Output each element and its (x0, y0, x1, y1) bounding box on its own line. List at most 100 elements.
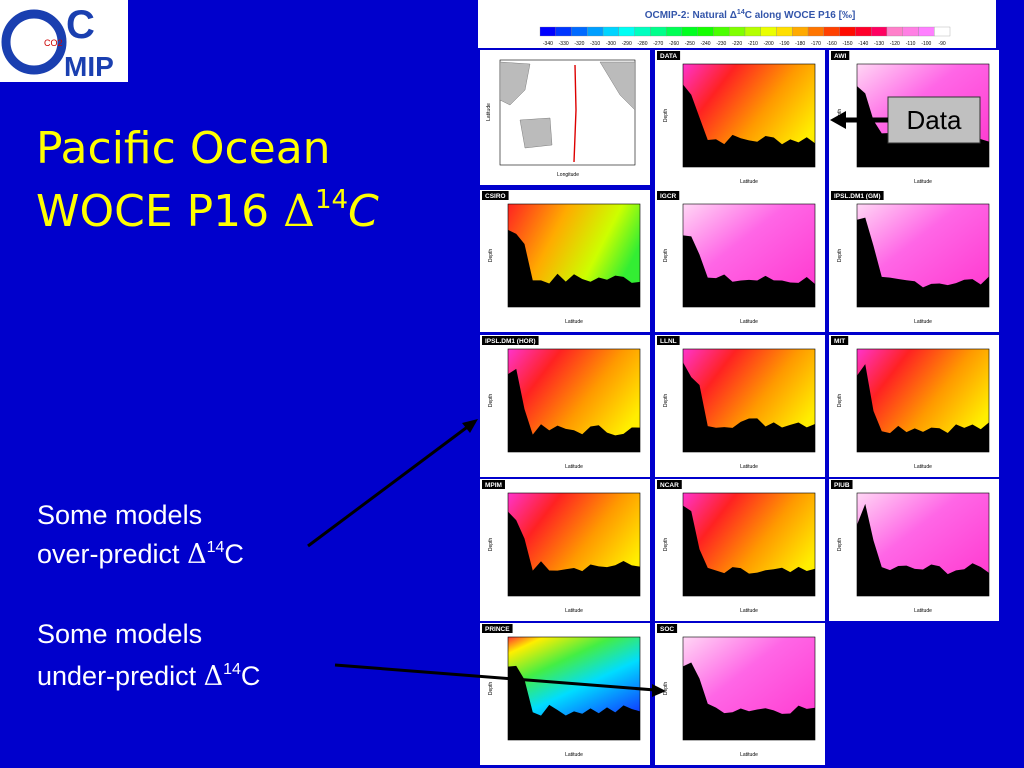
panel-y-label: Depth (663, 682, 669, 696)
note-text: over-predict (37, 539, 187, 569)
note-line2: under-predict Δ14C (37, 661, 260, 692)
panel-y-label: Depth (663, 538, 669, 552)
section-frame (682, 492, 816, 597)
panel-label-bg (657, 336, 680, 345)
colorbar-tick-label: -210 (748, 41, 758, 47)
logo-co2: CO2 (44, 38, 63, 48)
colorbar-tick-label: -330 (559, 41, 569, 47)
bathymetry (857, 86, 989, 167)
colorbar-cell (697, 26, 714, 37)
panel-label-bg (657, 191, 680, 200)
panel-y-label: Depth (663, 109, 669, 123)
note-sup: 14 (207, 539, 225, 556)
arrow (334, 663, 656, 692)
panel-label: AWI (834, 53, 846, 60)
map-y-label: Latitude (486, 103, 492, 121)
colorbar-cell (681, 26, 698, 37)
panel-label: PIUB (834, 482, 850, 489)
panel-label-bg (831, 191, 884, 200)
note-line1: Some models (37, 500, 202, 530)
panel-y-label: Depth (488, 682, 494, 696)
colorbar-cell (855, 26, 872, 37)
colorbar-tick-label: -230 (716, 41, 726, 47)
colorbar-cell (760, 26, 777, 37)
panel-label: MPIM (485, 482, 502, 489)
section-frame (682, 348, 816, 453)
colorbar-tick-label: -190 (779, 41, 789, 47)
note-c: C (241, 661, 261, 691)
panel-y-label: Depth (663, 394, 669, 408)
bathymetry (508, 368, 640, 452)
colorbar-tick-label: -260 (669, 41, 679, 47)
panel-y-label: Depth (663, 249, 669, 263)
bathymetry (683, 84, 815, 167)
title-line1: Pacific Ocean (36, 123, 331, 174)
callout-text: Data (907, 105, 962, 135)
panel-y-label: Depth (488, 394, 494, 408)
section-frame (507, 203, 641, 308)
panel-x-label: Latitude (740, 319, 758, 325)
panel-x-label: Latitude (565, 319, 583, 325)
colorbar-cell (776, 26, 793, 37)
colorbar-title-text: OCMIP-2: Natural Δ (645, 10, 737, 21)
note-delta: Δ (204, 661, 224, 692)
colorbar-tick-label: -340 (543, 41, 553, 47)
colorbar-tick-label: -160 (827, 41, 837, 47)
colorbar-tick-label: -220 (732, 41, 742, 47)
title-c: C (348, 186, 379, 237)
bathymetry (683, 662, 815, 740)
panel-label: IGCR (660, 193, 677, 200)
colorbar-title: OCMIP-2: Natural Δ14C along WOCE P16 [‰] (645, 9, 856, 21)
section-frame (507, 348, 641, 453)
section-frame (682, 63, 816, 168)
panel-y-label: Depth (837, 249, 843, 263)
colorbar-cell (618, 26, 635, 37)
panel-x-label: Latitude (740, 608, 758, 614)
panel-label-bg (482, 191, 509, 200)
panel-label: PRINCE (485, 626, 510, 633)
bathymetry (683, 362, 815, 452)
bathymetry (683, 505, 815, 596)
bathymetry (508, 229, 640, 307)
logo-c: C (66, 3, 95, 47)
colorbar-cell (871, 26, 888, 37)
colorbar-cell (539, 26, 556, 37)
colorbar-title-sup: 14 (737, 9, 745, 16)
map-land (499, 61, 636, 149)
colorbar-tick-label: -290 (622, 41, 632, 47)
panel-label: SOC (660, 626, 674, 633)
note-sup: 14 (223, 661, 241, 678)
colorbar-cell (886, 26, 903, 37)
panel-label: IPSL.DM1 (GM) (834, 193, 881, 200)
panel-label-bg (831, 51, 850, 60)
colorbar-tick-label: -280 (637, 41, 647, 47)
section-frame (856, 203, 990, 308)
logo-mip: MIP (64, 51, 114, 82)
colorbar-cell (587, 26, 604, 37)
colorbar-cell (555, 26, 572, 37)
panel-label: DATA (660, 53, 677, 60)
colorbar-tick-label: -130 (874, 41, 884, 47)
panel-y-label: Depth (837, 394, 843, 408)
colorbar-tick-label: -200 (764, 41, 774, 47)
bathymetry (857, 217, 989, 307)
bathymetry (683, 235, 815, 307)
arrowhead (462, 419, 478, 433)
colorbar-cell (634, 26, 651, 37)
colorbar-tick-label: -320 (574, 41, 584, 47)
panel-y-label: Depth (488, 538, 494, 552)
panel-x-label: Latitude (914, 319, 932, 325)
panel-label-bg (831, 336, 849, 345)
colorbar-title-text: C along WOCE P16 [‰] (745, 10, 856, 21)
note-line2: over-predict Δ14C (37, 539, 244, 570)
colorbar-cell (571, 26, 588, 37)
panel-label: IPSL.DM1 (HOR) (485, 338, 536, 345)
colorbar-cell (792, 26, 809, 37)
colorbar-tick-label: -110 (906, 41, 916, 47)
colorbar-tick-label: -240 (701, 41, 711, 47)
panel-label-bg (657, 51, 681, 60)
arrowhead (652, 684, 666, 697)
panel-x-label: Latitude (740, 752, 758, 758)
colorbar-cell (839, 26, 856, 37)
